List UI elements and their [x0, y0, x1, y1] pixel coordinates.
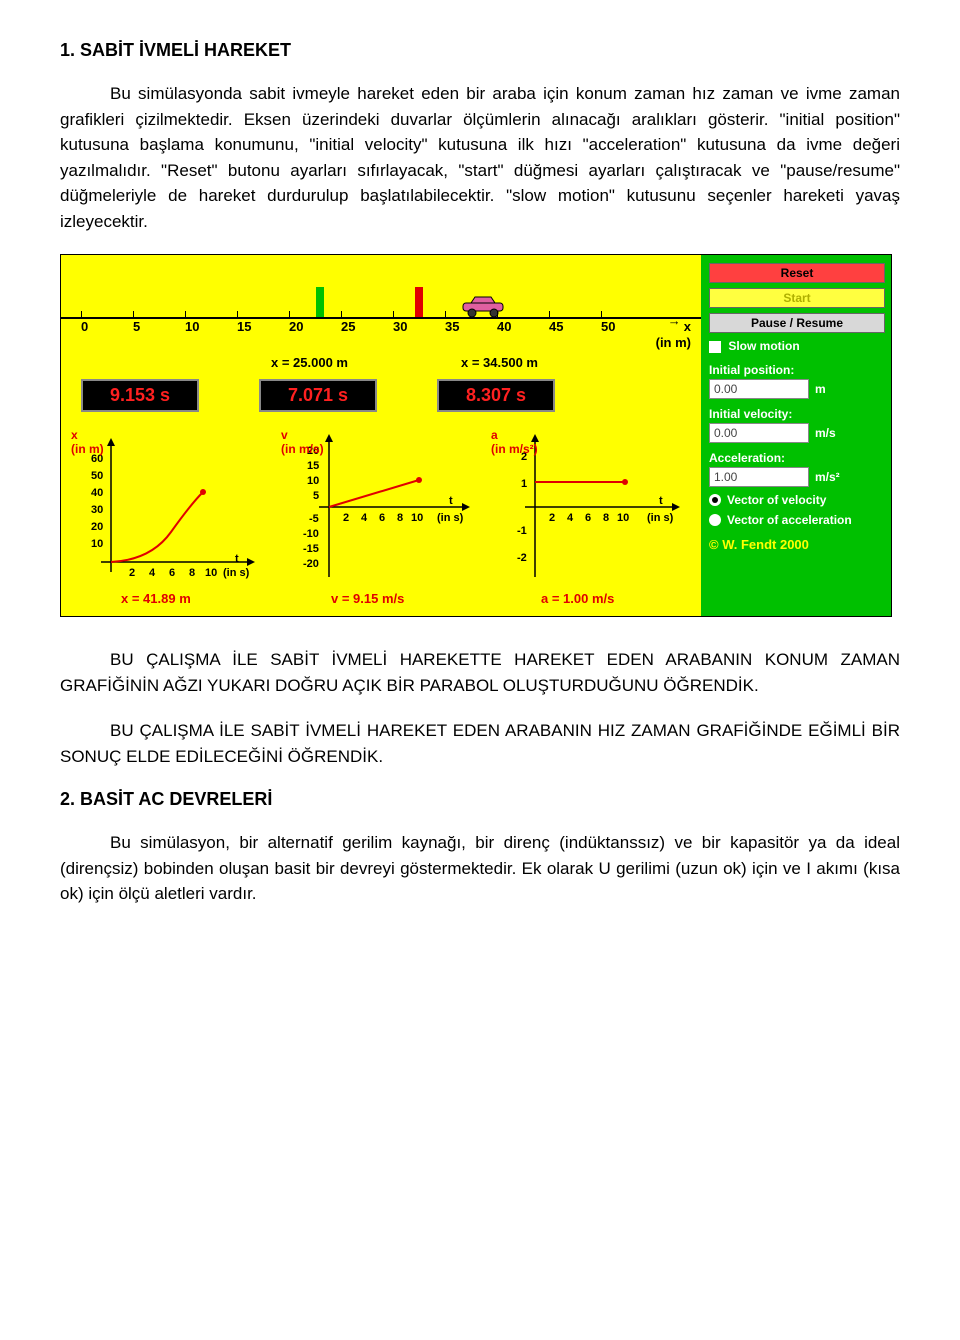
svg-text:50: 50 [91, 470, 103, 482]
svg-text:-15: -15 [303, 543, 319, 555]
svg-text:2: 2 [129, 567, 135, 579]
credit-text: © W. Fendt 2000 [709, 537, 883, 552]
conclusion-1: BU ÇALIŞMA İLE SABİT İVMELİ HAREKETTE HA… [60, 647, 900, 698]
tick: 50 [601, 319, 653, 334]
charts-row: x(in m) 60 50 40 30 20 10 [61, 426, 701, 616]
barrier-b [415, 287, 423, 317]
ruler-axis-label: → x [684, 319, 691, 334]
pause-resume-button[interactable]: Pause / Resume [709, 313, 885, 333]
initial-position-label: Initial position: [709, 363, 883, 377]
svg-text:-2: -2 [517, 552, 527, 564]
svg-text:8: 8 [603, 512, 609, 524]
svg-text:-1: -1 [517, 525, 527, 537]
svg-text:5: 5 [313, 490, 319, 502]
barrier-b-label: x = 34.500 m [461, 355, 538, 370]
tick: 10 [185, 319, 237, 334]
svg-text:8: 8 [397, 512, 403, 524]
svg-text:15: 15 [307, 460, 319, 472]
unit-ms: m/s [815, 426, 836, 440]
svg-text:(in s): (in s) [647, 512, 674, 524]
svg-text:-10: -10 [303, 528, 319, 540]
ruler: 0 5 10 15 20 25 30 35 40 45 50 → x (in m… [61, 319, 701, 369]
tick: 45 [549, 319, 601, 334]
checkbox-icon [709, 341, 721, 353]
chart-acceleration: a(in m/s²) 2 1 -1 -2 2 4 6 8 [491, 432, 691, 582]
svg-text:6: 6 [585, 512, 591, 524]
initial-velocity-label: Initial velocity: [709, 407, 883, 421]
ruler-axis-unit: (in m) [656, 335, 691, 350]
svg-text:(in s): (in s) [437, 512, 464, 524]
svg-text:1: 1 [521, 478, 527, 490]
svg-text:t: t [449, 495, 453, 507]
tick: 25 [341, 319, 393, 334]
barrier-a [316, 287, 324, 317]
timer-3: 8.307 s [437, 379, 555, 412]
tick: 0 [81, 319, 133, 334]
svg-text:20: 20 [91, 521, 103, 533]
svg-text:t: t [235, 553, 239, 565]
section2-paragraph: Bu simülasyon, bir alternatif gerilim ka… [60, 830, 900, 907]
svg-text:(in s): (in s) [223, 567, 250, 579]
initial-velocity-input[interactable] [709, 423, 809, 443]
svg-text:4: 4 [567, 512, 574, 524]
acceleration-label: Acceleration: [709, 451, 883, 465]
radio-vector-velocity[interactable]: Vector of velocity [709, 493, 883, 507]
heading-2: 2. BASİT AC DEVRELERİ [60, 789, 900, 810]
slow-motion-checkbox[interactable]: Slow motion [709, 339, 883, 353]
heading-1: 1. SABİT İVMELİ HAREKET [60, 40, 900, 61]
radio-icon [709, 514, 721, 526]
svg-text:8: 8 [189, 567, 195, 579]
tick: 40 [497, 319, 549, 334]
start-button[interactable]: Start [709, 288, 885, 308]
timer-2: 7.071 s [259, 379, 377, 412]
chart-velocity: v(in m/s) 20 15 10 5 -5 -10 -15 [281, 432, 481, 582]
chart-acc-value: a = 1.00 m/s [541, 591, 614, 606]
acceleration-input[interactable] [709, 467, 809, 487]
intro-paragraph: Bu simülasyonda sabit ivmeyle hareket ed… [60, 81, 900, 234]
tick: 20 [289, 319, 341, 334]
chart-position: x(in m) 60 50 40 30 20 10 [71, 432, 271, 582]
unit-ms2: m/s² [815, 470, 840, 484]
unit-m: m [815, 382, 826, 396]
svg-text:6: 6 [379, 512, 385, 524]
tick: 35 [445, 319, 497, 334]
tick: 5 [133, 319, 185, 334]
chart-vel-value: v = 9.15 m/s [331, 591, 404, 606]
timer-row: 9.153 s 7.071 s 8.307 s [61, 369, 701, 426]
svg-text:10: 10 [617, 512, 629, 524]
svg-text:-5: -5 [309, 513, 319, 525]
svg-text:6: 6 [169, 567, 175, 579]
chart-pos-value: x = 41.89 m [121, 591, 191, 606]
reset-button[interactable]: Reset [709, 263, 885, 283]
svg-text:-20: -20 [303, 558, 319, 570]
svg-text:40: 40 [91, 487, 103, 499]
svg-text:4: 4 [149, 567, 156, 579]
radio-vector-acceleration[interactable]: Vector of acceleration [709, 513, 883, 527]
svg-text:30: 30 [91, 504, 103, 516]
svg-text:10: 10 [411, 512, 423, 524]
conclusion-2: BU ÇALIŞMA İLE SABİT İVMELİ HAREKET EDEN… [60, 718, 900, 769]
car-icon [461, 295, 505, 317]
sim-canvas: 0 5 10 15 20 25 30 35 40 45 50 → x (in m… [61, 255, 701, 616]
initial-position-input[interactable] [709, 379, 809, 399]
svg-text:2: 2 [343, 512, 349, 524]
simulation-figure: 0 5 10 15 20 25 30 35 40 45 50 → x (in m… [60, 254, 900, 617]
radio-icon [709, 494, 721, 506]
tick: 15 [237, 319, 289, 334]
tick: 30 [393, 319, 445, 334]
barrier-a-label: x = 25.000 m [271, 355, 348, 370]
svg-text:t: t [659, 495, 663, 507]
svg-text:10: 10 [205, 567, 217, 579]
svg-text:10: 10 [307, 475, 319, 487]
timer-1: 9.153 s [81, 379, 199, 412]
track [61, 255, 701, 319]
svg-text:2: 2 [549, 512, 555, 524]
svg-text:4: 4 [361, 512, 368, 524]
control-panel: Reset Start Pause / Resume Slow motion I… [701, 255, 891, 616]
svg-text:10: 10 [91, 538, 103, 550]
